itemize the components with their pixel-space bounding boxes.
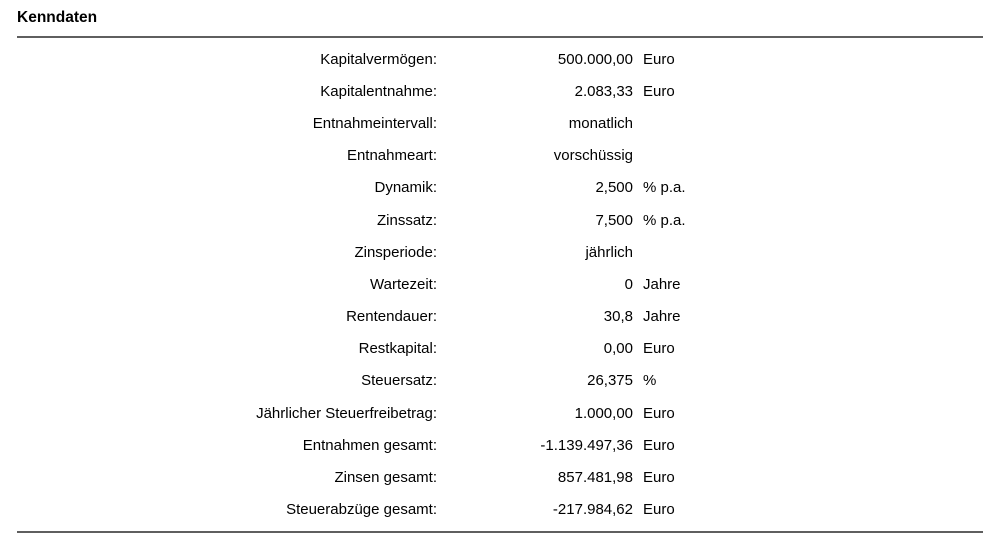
row-value: 30,8 <box>603 308 633 326</box>
kenndaten-table: Kapitalvermögen: 500.000,00 Euro Kapital… <box>17 38 983 526</box>
row-value: vorschüssig <box>553 147 633 165</box>
row-value: 0 <box>624 275 633 293</box>
row-value: jährlich <box>585 243 633 261</box>
table-row: Entnahmeintervall: monatlich <box>17 107 983 139</box>
table-row: Zinsen gesamt: 857.481,98 Euro <box>17 461 983 493</box>
row-unit: Euro <box>643 340 675 358</box>
top-divider <box>17 36 983 38</box>
row-value: 0,00 <box>603 340 633 358</box>
table-row: Jährlicher Steuerfreibetrag: 1.000,00 Eu… <box>17 397 983 429</box>
row-label: Entnahmeintervall: <box>312 114 437 132</box>
table-row: Zinsperiode: jährlich <box>17 236 983 268</box>
table-row: Zinssatz: 7,500 % p.a. <box>17 204 983 236</box>
row-value: -1.139.497,36 <box>540 436 633 454</box>
row-value: 500.000,00 <box>557 50 633 68</box>
row-label: Steuerabzüge gesamt: <box>286 501 437 519</box>
row-unit: Jahre <box>643 308 681 326</box>
row-label: Zinssatz: <box>376 211 437 229</box>
row-value: 1.000,00 <box>574 404 633 422</box>
row-value: 7,500 <box>595 211 633 229</box>
bottom-divider <box>17 530 983 533</box>
table-row: Steuerabzüge gesamt: -217.984,62 Euro <box>17 494 983 526</box>
row-label: Zinsperiode: <box>354 243 437 261</box>
row-label: Kapitalvermögen: <box>320 50 437 68</box>
table-row: Dynamik: 2,500 % p.a. <box>17 172 983 204</box>
row-value: 2.083,33 <box>574 82 633 100</box>
row-label: Zinsen gesamt: <box>334 469 437 487</box>
row-value: -217.984,62 <box>552 501 633 519</box>
table-row: Rentendauer: 30,8 Jahre <box>17 301 983 333</box>
row-value: 2,500 <box>595 179 633 197</box>
row-unit: Euro <box>643 404 675 422</box>
row-label: Wartezeit: <box>370 275 437 293</box>
row-label: Dynamik: <box>374 179 437 197</box>
kenndaten-report: Kenndaten Kapitalvermögen: 500.000,00 Eu… <box>17 9 983 533</box>
row-label: Entnahmeart: <box>346 147 437 165</box>
row-label: Kapitalentnahme: <box>320 82 437 100</box>
table-row: Entnahmen gesamt: -1.139.497,36 Euro <box>17 429 983 461</box>
table-row: Wartezeit: 0 Jahre <box>17 268 983 300</box>
row-label: Rentendauer: <box>346 308 437 326</box>
row-label: Restkapital: <box>358 340 437 358</box>
row-label: Steuersatz: <box>361 372 437 390</box>
table-row: Restkapital: 0,00 Euro <box>17 333 983 365</box>
row-unit: % <box>643 372 657 390</box>
table-row: Steuersatz: 26,375 % <box>17 365 983 397</box>
row-value: monatlich <box>568 114 633 132</box>
row-unit: % p.a. <box>643 179 686 197</box>
row-unit: Euro <box>643 469 675 487</box>
row-value: 26,375 <box>587 372 633 390</box>
row-label: Jährlicher Steuerfreibetrag: <box>256 404 437 422</box>
table-row: Kapitalvermögen: 500.000,00 Euro <box>17 43 983 75</box>
row-unit: Euro <box>643 436 675 454</box>
table-row: Kapitalentnahme: 2.083,33 Euro <box>17 75 983 107</box>
section-title: Kenndaten <box>17 9 98 26</box>
row-unit: Euro <box>643 82 675 100</box>
row-unit: % p.a. <box>643 211 686 229</box>
table-row: Entnahmeart: vorschüssig <box>17 140 983 172</box>
row-unit: Euro <box>643 501 675 519</box>
row-label: Entnahmen gesamt: <box>302 436 437 454</box>
row-unit: Euro <box>643 50 675 68</box>
row-value: 857.481,98 <box>557 469 633 487</box>
row-unit: Jahre <box>643 275 681 293</box>
